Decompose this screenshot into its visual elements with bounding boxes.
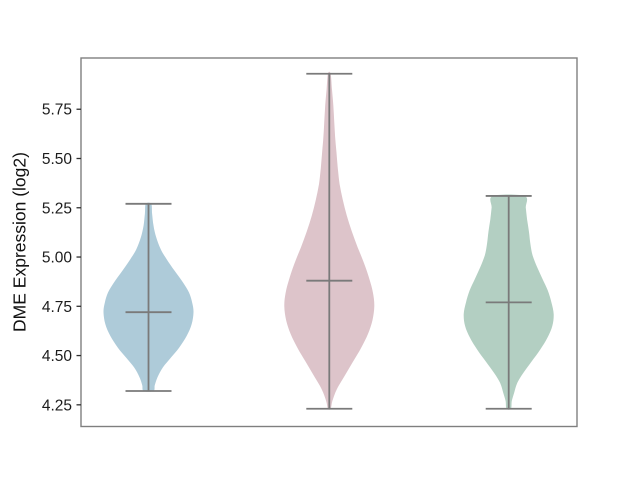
y-tick-label-5.50: 5.50	[42, 151, 73, 168]
y-tick-label-5.75: 5.75	[42, 102, 72, 119]
y-tick-label-4.50: 4.50	[42, 348, 73, 365]
y-tick-label-5.25: 5.25	[42, 200, 72, 217]
y-tick-label-5.00: 5.00	[42, 250, 73, 267]
axes-frame	[80, 57, 578, 428]
y-tick-label-4.25: 4.25	[42, 397, 72, 414]
y-tick-label-4.75: 4.75	[42, 299, 72, 316]
